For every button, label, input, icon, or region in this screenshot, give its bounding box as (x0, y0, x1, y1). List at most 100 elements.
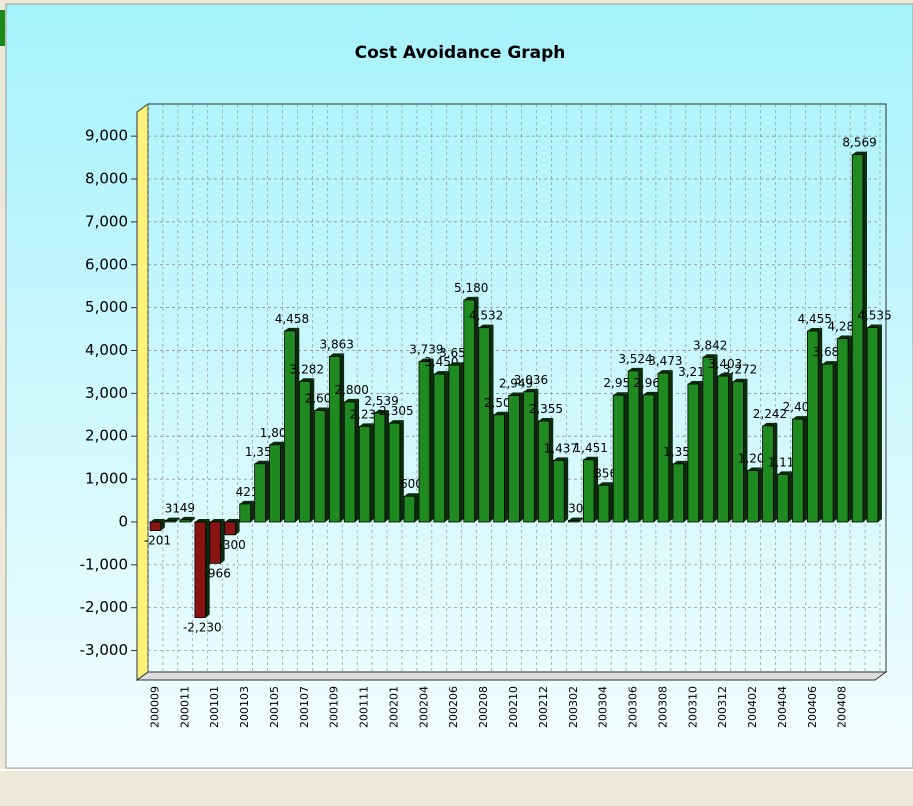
bar-top (209, 518, 225, 522)
bar-side (384, 410, 389, 522)
bar-side (833, 361, 838, 522)
data-label: 31 (165, 502, 180, 516)
bar-top (658, 370, 673, 374)
bar-side (609, 482, 614, 522)
bar-top (732, 378, 748, 382)
bar-side (638, 367, 643, 522)
bar-top (672, 460, 688, 464)
bar (717, 375, 729, 523)
bar-top (687, 381, 703, 385)
x-tick-label: 200312 (716, 686, 729, 728)
bar (433, 373, 446, 523)
bar (553, 459, 565, 523)
data-label: 421 (236, 485, 259, 499)
bar (299, 380, 311, 523)
y-tick-label: 6,000 (85, 255, 128, 273)
x-tick-label: 200302 (567, 686, 580, 728)
bar (657, 372, 670, 523)
bar (702, 356, 714, 523)
bar-top (523, 388, 539, 392)
bar-side (295, 327, 300, 522)
bar-top (568, 517, 584, 521)
bar (239, 503, 251, 523)
bar (493, 414, 505, 523)
bar (403, 495, 416, 523)
data-label: 2,355 (529, 402, 563, 416)
data-label: 3,282 (290, 362, 324, 376)
bar (343, 401, 356, 523)
bar-top (344, 398, 360, 402)
bar-top (837, 335, 853, 339)
y-tick-label: 4,000 (85, 341, 128, 359)
bar-top (269, 441, 285, 445)
bar (194, 521, 207, 618)
bar-top (299, 378, 315, 382)
data-label: 856 (594, 466, 617, 480)
data-label: 5,180 (454, 281, 488, 295)
data-label: 3,473 (648, 354, 682, 368)
x-tick-label: 200105 (268, 686, 281, 728)
bar-side (623, 392, 628, 522)
data-label: 2,539 (364, 394, 398, 408)
y-tick-label: 2,000 (85, 427, 128, 445)
bar-side (250, 500, 255, 522)
bar-side (160, 518, 165, 531)
bar (732, 381, 744, 523)
bar-side (519, 392, 524, 522)
bar-top (374, 410, 389, 414)
x-tick-label: 200208 (477, 686, 490, 728)
bar-top (404, 493, 419, 497)
x-tick-label: 200212 (537, 686, 550, 728)
bar-top (463, 296, 479, 300)
bar-top (418, 358, 434, 362)
bar-side (355, 398, 360, 522)
x-tick-label: 200103 (238, 686, 251, 728)
bar (508, 395, 520, 523)
x-tick-label: 200107 (298, 686, 311, 728)
bar-side (862, 151, 867, 522)
bar-side (743, 378, 748, 522)
bar-side (773, 422, 778, 522)
bar-top (478, 324, 494, 328)
bar (747, 470, 759, 523)
bar (582, 459, 595, 523)
bar (358, 425, 371, 523)
chart-title: Cost Avoidance Graph (355, 43, 566, 63)
data-label: 2,305 (379, 404, 413, 418)
data-label: 2,949 (499, 377, 533, 391)
x-tick-label: 200111 (358, 686, 371, 728)
bar-top (508, 392, 524, 396)
bar-top (717, 373, 733, 377)
bar (418, 361, 431, 523)
data-label: -966 (204, 566, 231, 580)
bar-side (534, 388, 539, 522)
data-label: 8,569 (842, 136, 876, 150)
bar-top (852, 151, 867, 155)
bar-side (698, 381, 703, 522)
bar-side (564, 457, 569, 522)
bar-side (474, 296, 479, 522)
data-label: -2,230 (183, 621, 222, 635)
bar-side (235, 518, 240, 535)
x-tick-label: 200306 (627, 686, 640, 728)
side-indicator (0, 10, 5, 46)
bar (597, 484, 610, 523)
bar-side (340, 353, 345, 522)
bar-side (325, 407, 330, 522)
bar-top (389, 420, 404, 424)
bar-top (822, 361, 838, 365)
bar-top (747, 467, 763, 471)
bar-side (728, 373, 733, 522)
data-label: 3,842 (693, 338, 727, 352)
bar-side (414, 493, 419, 522)
bar-top (583, 456, 599, 460)
bar-top (314, 407, 330, 411)
data-label: 4,532 (469, 309, 503, 323)
bar-top (254, 460, 270, 464)
bar-side (653, 391, 658, 522)
x-tick-label: 200308 (656, 686, 669, 728)
data-label: 30 (568, 502, 583, 516)
bar-top (359, 423, 374, 427)
bar-top (150, 518, 165, 522)
bar-side (579, 517, 584, 522)
